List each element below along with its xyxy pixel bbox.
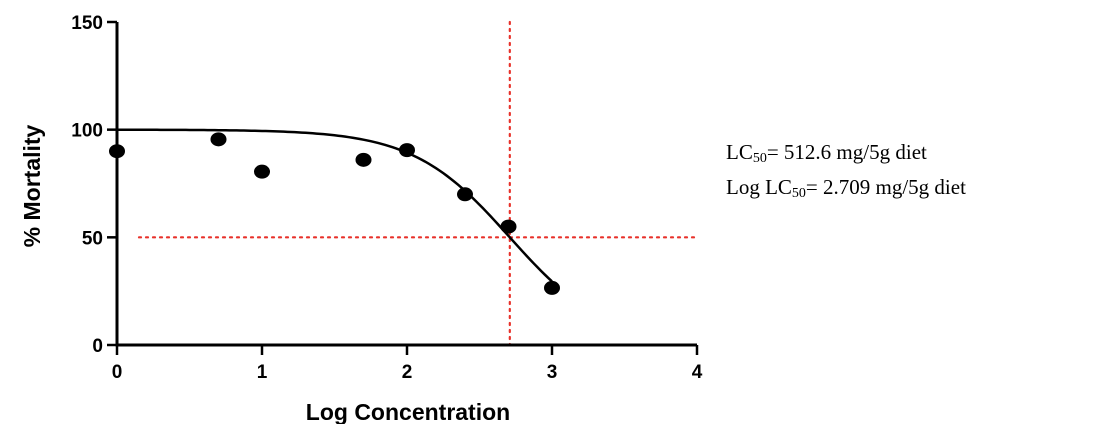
log-lc50-value: = 2.709 mg/5g diet [805, 175, 966, 199]
x-tick-label: 2 [402, 362, 413, 383]
y-tick-label: 50 [82, 228, 103, 249]
data-point [399, 143, 415, 158]
data-point [355, 152, 372, 167]
fit-curve [116, 128, 553, 283]
x-tick-label: 0 [112, 362, 123, 383]
data-point [544, 280, 560, 295]
log-lc50-prefix: Log LC [726, 175, 792, 199]
y-tick-label: 150 [71, 13, 103, 34]
lc50-prefix: LC [726, 140, 753, 164]
lc50-annotation: LC50= 512.6 mg/5g diet [726, 142, 927, 166]
data-point [500, 219, 517, 234]
data-point [254, 164, 270, 179]
log-lc50-subscript: 50 [791, 186, 806, 201]
lc50-value: = 512.6 mg/5g diet [766, 140, 927, 164]
y-axis-title: % Mortality [19, 124, 45, 247]
data-point [457, 187, 473, 202]
lc50-subscript: 50 [752, 151, 767, 166]
x-axis-title: Log Concentration [306, 399, 510, 424]
axes [107, 20, 699, 355]
log-lc50-annotation: Log LC50= 2.709 mg/5g diet [726, 177, 966, 201]
data-points [109, 132, 560, 295]
x-tick-label: 3 [547, 362, 558, 383]
reference-lines [137, 20, 699, 347]
tick-labels: 0 1 2 3 4 0 50 100 150 [71, 13, 702, 383]
x-tick-label: 4 [692, 362, 703, 383]
x-tick-label: 1 [257, 362, 268, 383]
y-tick-label: 100 [71, 121, 103, 142]
data-point [210, 132, 227, 147]
y-tick-label: 0 [92, 336, 103, 357]
